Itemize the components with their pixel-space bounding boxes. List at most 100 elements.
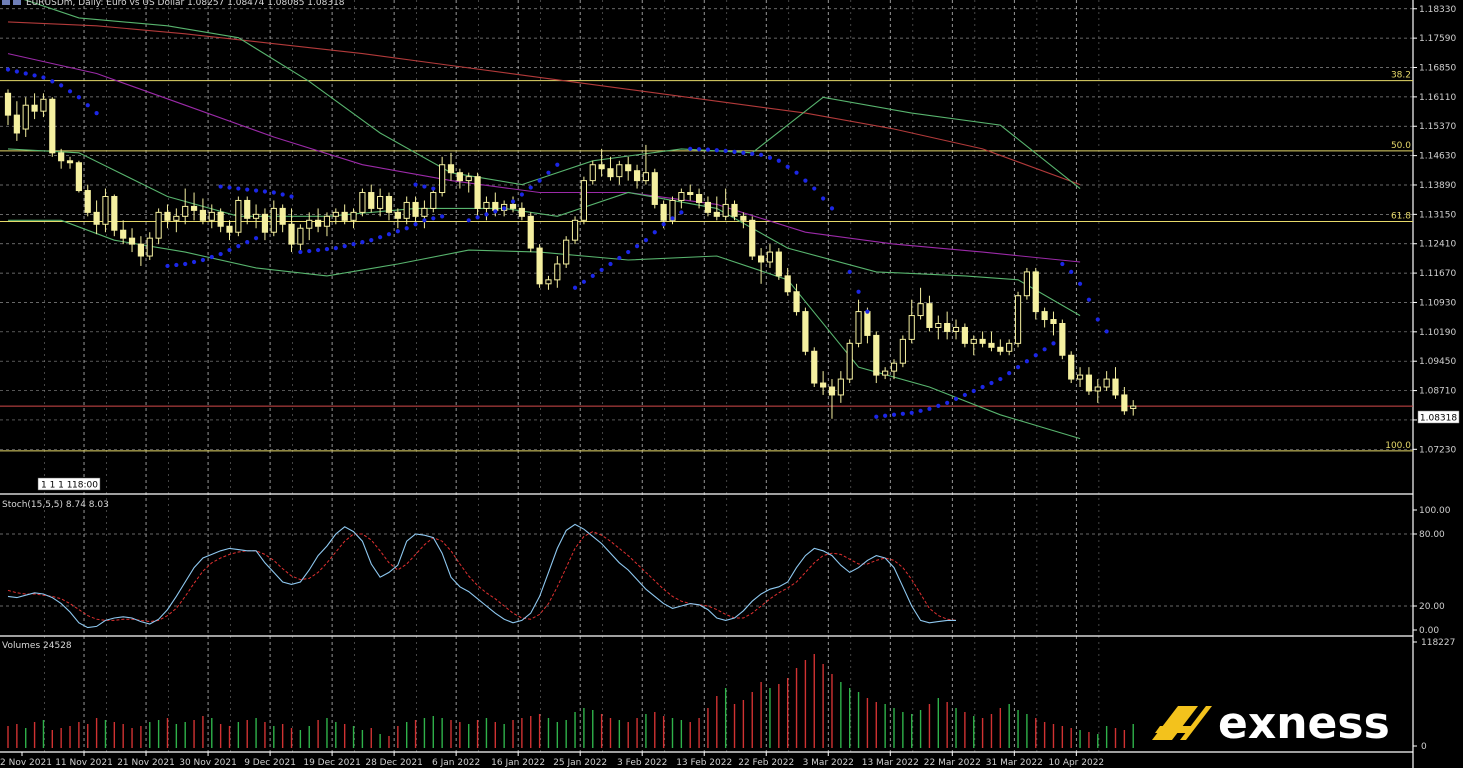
candle-bear <box>997 346 1004 352</box>
candle-bull <box>1023 271 1031 297</box>
sar-dot <box>936 403 941 408</box>
sar-dot <box>484 212 489 217</box>
price-tick-label: 1.17590 <box>1419 34 1456 44</box>
sar-dot <box>280 192 285 197</box>
candle-bull <box>270 207 277 233</box>
candle-bear <box>802 311 809 352</box>
candle-bear <box>137 243 145 257</box>
candle-bull <box>1094 386 1101 392</box>
sar-dot <box>741 150 746 155</box>
price-tick-label: 1.08710 <box>1419 387 1456 397</box>
sar-dot <box>519 192 524 197</box>
sar-dot <box>634 244 640 249</box>
candle-bear <box>749 219 756 257</box>
sar-dot <box>165 263 170 269</box>
price-tick-label: 1.14630 <box>1419 152 1456 162</box>
candle-bear <box>93 211 100 225</box>
sar-dot <box>218 251 223 257</box>
sar-dot <box>422 184 427 189</box>
candle-bull <box>935 322 942 328</box>
sar-dot <box>705 147 711 152</box>
candle-bull <box>970 338 977 344</box>
candle-bear <box>536 247 543 285</box>
sar-dot <box>617 255 622 261</box>
indicator-line-ma_mid <box>7 53 1081 263</box>
candle-bull <box>40 98 47 112</box>
candle-bull <box>465 176 472 182</box>
candle-bull <box>173 215 180 221</box>
candle-bull <box>563 239 570 265</box>
candle-bear <box>13 114 20 134</box>
sar-dot <box>386 232 392 237</box>
candle-bull <box>855 311 862 344</box>
sar-dot <box>1060 261 1065 267</box>
sar-dot <box>23 71 28 76</box>
current-price-tag: 1.08318 <box>1417 410 1460 424</box>
candle-bull <box>306 219 313 229</box>
sar-dot <box>236 244 241 249</box>
price-tick-label: 1.18330 <box>1419 5 1456 15</box>
date-tick-label: 19 Dec 2021 <box>303 758 361 768</box>
sar-dot <box>891 412 897 417</box>
sar-dot <box>360 240 365 245</box>
sar-dot <box>599 267 604 273</box>
candle-bear <box>84 190 91 213</box>
candle-bull <box>952 326 960 332</box>
candle-bear <box>492 201 499 211</box>
sar-dot <box>1024 359 1029 364</box>
sar-dot <box>227 247 232 253</box>
candle-bull <box>1006 342 1013 352</box>
candle-bear <box>368 192 375 209</box>
volume-title: Volumes 24528 <box>2 641 72 651</box>
candle-bull <box>642 172 650 182</box>
date-tick-label: 13 Mar 2022 <box>862 758 919 768</box>
candle-bear <box>474 176 481 209</box>
price-tick-label: 1.16110 <box>1419 93 1456 103</box>
candle-bear <box>412 201 419 217</box>
sar-dot <box>1086 297 1092 302</box>
candle-bear <box>864 311 871 336</box>
sar-dot <box>85 103 90 108</box>
sar-dot <box>14 69 19 74</box>
candle-bear <box>288 223 295 245</box>
stoch-main-line <box>7 523 956 629</box>
sar-dot <box>41 75 46 80</box>
candle-bull <box>350 211 357 221</box>
candle-bear <box>793 291 800 313</box>
stoch-tick-label: 20.00 <box>1419 602 1445 612</box>
exness-mark-icon <box>1152 706 1212 740</box>
volume-bars <box>7 654 1134 748</box>
sar-dot <box>794 170 799 175</box>
sar-dot <box>989 380 994 386</box>
candle-bear <box>199 209 207 221</box>
candle-bear <box>31 104 38 112</box>
sar-dot <box>821 196 826 201</box>
candle-bear <box>217 211 224 227</box>
sar-dot <box>395 229 400 234</box>
sar-dot <box>998 376 1003 382</box>
sar-dot <box>776 158 781 163</box>
sar-dot <box>874 414 879 419</box>
sar-dot <box>245 240 250 245</box>
candle-bull <box>377 195 384 209</box>
candle-bear <box>1032 271 1039 313</box>
sar-dot <box>608 261 613 267</box>
candle-bear <box>1050 319 1057 324</box>
time-prefix-label: 1 1 1 1 <box>41 481 73 491</box>
sar-dot <box>670 216 675 221</box>
indicator-line-ma_slow <box>7 21 1081 186</box>
price-axis: 1.18330 1.17590 1.16850 1.16110 1.15370 1.146… <box>1413 5 1456 455</box>
candle-bull <box>146 237 153 257</box>
sar-dot <box>510 199 516 204</box>
time-marker[interactable]: 1 1 1 1 18:00 <box>37 477 101 491</box>
indicator-line-bb_upper <box>23 0 1081 190</box>
sar-dot <box>927 406 932 411</box>
sar-dot <box>413 182 418 187</box>
sar-dot <box>253 236 259 241</box>
candle-bull <box>323 215 331 227</box>
date-tick-label: 13 Feb 2022 <box>676 758 732 768</box>
chart-type-icon <box>13 0 21 5</box>
candle-bear <box>1085 374 1093 392</box>
candle-bull <box>208 211 215 221</box>
candle-bull <box>882 370 889 376</box>
